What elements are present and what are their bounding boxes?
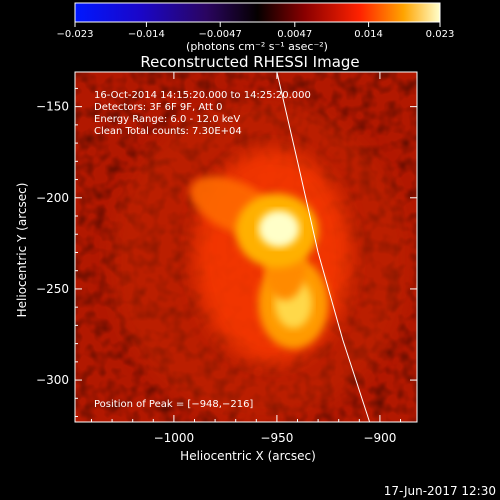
colorbar-ticks: −0.023 −0.014 −0.0047 0.0047 0.014 0.023 [56, 22, 454, 40]
chart-title: Reconstructed RHESSI Image [140, 53, 359, 71]
colorbar-tick-label: −0.023 [56, 29, 93, 40]
annotation-line: 16-Oct-2014 14:15:20.000 to 14:25:20.000 [94, 90, 311, 101]
y-axis-ticks: −150 −200 −250 −300 [36, 87, 417, 418]
y-tick-label: −300 [36, 373, 69, 387]
x-tick-label: −950 [260, 431, 293, 445]
source-main-core [258, 210, 300, 248]
x-tick-label: −1000 [154, 431, 195, 445]
x-tick-label: −900 [363, 431, 396, 445]
footer-timestamp: 17-Jun-2017 12:30 [384, 484, 496, 498]
colorbar-tick-label: 0.014 [354, 29, 383, 40]
heatmap-image [75, 72, 417, 422]
x-axis-label: Heliocentric X (arcsec) [180, 449, 316, 463]
y-tick-label: −200 [36, 191, 69, 205]
solar-limb-curve [276, 72, 371, 422]
peak-position-label: Position of Peak = [−948,−216] [94, 399, 253, 410]
colorbar-tick-label: 0.023 [426, 29, 455, 40]
colorbar-tick-label: 0.0047 [277, 29, 312, 40]
plot-frame [74, 71, 418, 423]
colorbar-unit-label: (photons cm⁻² s⁻¹ asec⁻²) [186, 40, 328, 53]
y-axis-label: Heliocentric Y (arcsec) [15, 183, 29, 318]
annotation-block: 16-Oct-2014 14:15:20.000 to 14:25:20.000… [94, 90, 311, 137]
colorbar-tick-label: −0.0047 [199, 29, 242, 40]
y-tick-label: −250 [36, 282, 69, 296]
y-tick-label: −150 [36, 100, 69, 114]
colorbar-tick-label: −0.014 [128, 29, 165, 40]
annotation-line: Detectors: 3F 6F 9F, Att 0 [94, 102, 222, 113]
colorbar [74, 2, 441, 23]
x-axis-ticks: −1000 −950 −900 [90, 72, 402, 445]
annotation-line: Clean Total counts: 7.30E+04 [94, 126, 242, 137]
annotation-line: Energy Range: 6.0 - 12.0 keV [94, 114, 240, 125]
